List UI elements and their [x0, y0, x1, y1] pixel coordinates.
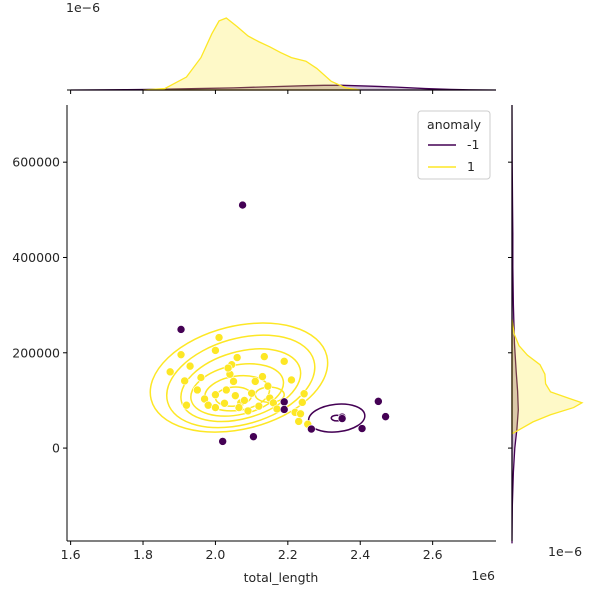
point-normal: [211, 346, 220, 355]
point-normal: [211, 403, 220, 412]
point-normal: [250, 377, 260, 386]
legend-label-anomaly: -1: [467, 137, 479, 152]
point-normal: [214, 333, 224, 342]
top-density-normal: [142, 17, 361, 91]
point-anomaly: [357, 424, 367, 433]
y-tick-label: 400000: [12, 250, 60, 265]
point-normal: [240, 396, 249, 405]
x-axis-label: total_length: [244, 570, 319, 585]
point-normal: [193, 385, 202, 395]
point-normal: [232, 353, 242, 362]
right-density-normal: [511, 319, 584, 435]
contour-normal: [149, 322, 329, 433]
point-normal: [260, 352, 269, 361]
x-tick-label: 1.8: [133, 547, 153, 562]
y-tick-label: 600000: [12, 155, 60, 170]
scatter-points: [165, 200, 390, 446]
kde-contours-anomaly: [307, 403, 366, 433]
point-anomaly: [307, 424, 316, 434]
top-marginal-density: [67, 17, 497, 94]
point-anomaly: [374, 397, 383, 406]
y-tick-label: 200000: [12, 345, 60, 360]
point-normal: [165, 367, 175, 377]
point-normal: [211, 390, 220, 400]
point-normal: [243, 406, 253, 416]
contour-normal: [180, 348, 302, 423]
point-anomaly: [279, 397, 289, 407]
x-tick-label: 1.6: [61, 547, 81, 562]
point-normal: [176, 350, 186, 359]
point-normal: [203, 400, 213, 410]
point-anomaly: [337, 414, 347, 423]
point-normal: [298, 398, 307, 407]
point-normal: [272, 404, 282, 414]
point-normal: [296, 409, 305, 419]
point-normal: [182, 400, 191, 410]
right-marginal-offset-text: 1e−6: [548, 544, 582, 559]
point-normal: [234, 403, 244, 412]
x-tick-label: 2.0: [205, 547, 225, 562]
main-axes: 1.6 1.8 2.0 2.2 2.4 2.6 0 200000 400000 600000: [12, 105, 496, 562]
contour-normal: [165, 334, 316, 429]
point-normal: [299, 389, 309, 399]
point-normal: [180, 376, 189, 386]
point-normal: [220, 398, 229, 408]
x-tick-label: 2.4: [350, 547, 370, 562]
point-normal: [254, 401, 264, 411]
point-anomaly: [381, 412, 390, 421]
x-axis-offset-text: 1e6: [471, 568, 495, 583]
x-tick-label: 2.6: [423, 547, 443, 562]
right-marginal-density: [508, 104, 584, 544]
point-normal: [287, 375, 296, 385]
point-normal: [185, 361, 195, 371]
legend-title: anomaly: [427, 117, 482, 132]
contour-anomaly: [307, 403, 366, 433]
point-normal: [196, 373, 206, 382]
point-anomaly: [249, 432, 258, 441]
point-normal: [263, 381, 273, 391]
top-marginal-offset-text: 1e−6: [66, 0, 100, 15]
point-normal: [279, 357, 289, 366]
y-tick-label: 0: [52, 441, 60, 456]
x-tick-label: 2.2: [278, 547, 298, 562]
point-anomaly: [176, 325, 186, 334]
point-normal: [221, 385, 231, 395]
point-anomaly: [218, 437, 227, 446]
point-normal: [247, 388, 256, 398]
point-normal: [258, 372, 267, 381]
point-normal: [229, 377, 238, 386]
point-normal: [294, 417, 303, 426]
legend-label-normal: 1: [467, 159, 475, 174]
point-anomaly: [279, 405, 289, 414]
point-anomaly: [238, 200, 247, 210]
legend: anomaly -1 1: [417, 110, 491, 180]
point-normal: [231, 391, 240, 400]
point-normal: [223, 363, 233, 373]
